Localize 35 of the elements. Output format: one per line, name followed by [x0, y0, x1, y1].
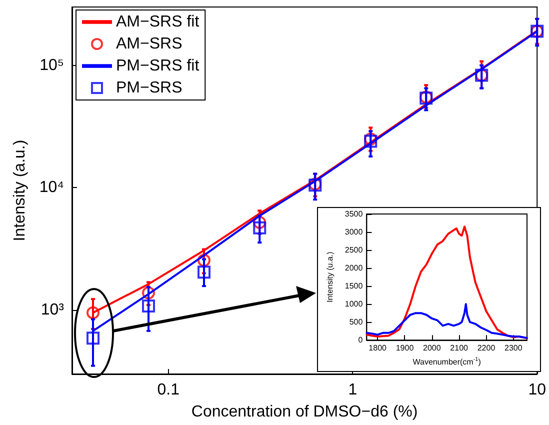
point [198, 254, 210, 267]
x-tick-label: 1800 [368, 344, 388, 353]
x-tick-label: 10 [528, 382, 546, 398]
legend-label: PM−SRS fit [116, 58, 200, 74]
point [86, 332, 100, 345]
y-tick-label: 10³ [40, 302, 65, 319]
x-tick-label: 0.1 [157, 382, 180, 398]
y-tick-label: 10⁵ [40, 56, 64, 74]
y-tick-label: 500 [349, 318, 364, 327]
x-tick-label: 2200 [477, 344, 496, 353]
y-tick-label: 3500 [344, 210, 364, 218]
y-axis-title: Intensity (a.u.) [12, 140, 28, 242]
y-tick-label: 3000 [344, 228, 364, 237]
point [253, 216, 266, 229]
y-axis-title: Intensity (u.a.) [326, 251, 334, 302]
x-axis-title: Concentration of DMSO−d6 (%) [191, 404, 418, 420]
point [142, 299, 155, 312]
point [142, 286, 155, 300]
x-tick-label: 1 [348, 382, 358, 398]
y-tick-label: 1000 [344, 300, 364, 309]
y-tick-label: 2500 [344, 246, 364, 255]
y-tick-label: 1500 [344, 282, 364, 291]
point [253, 221, 266, 234]
x-tick-label: 1900 [396, 344, 414, 353]
x-tick-label: 2300 [504, 344, 523, 353]
y-tick-label: 2000 [344, 264, 364, 273]
y-tick-label: 10⁴ [39, 179, 64, 196]
legend-label: AM−SRS [116, 36, 182, 52]
x-tick-label: 2100 [450, 344, 469, 353]
legend-label: PM−SRS [116, 80, 182, 96]
legend-label: AM−SRS fit [116, 14, 200, 30]
point [86, 306, 100, 320]
y-tick-label: 0 [358, 336, 364, 345]
x-tick-label: 2000 [423, 344, 442, 353]
point [198, 266, 210, 279]
